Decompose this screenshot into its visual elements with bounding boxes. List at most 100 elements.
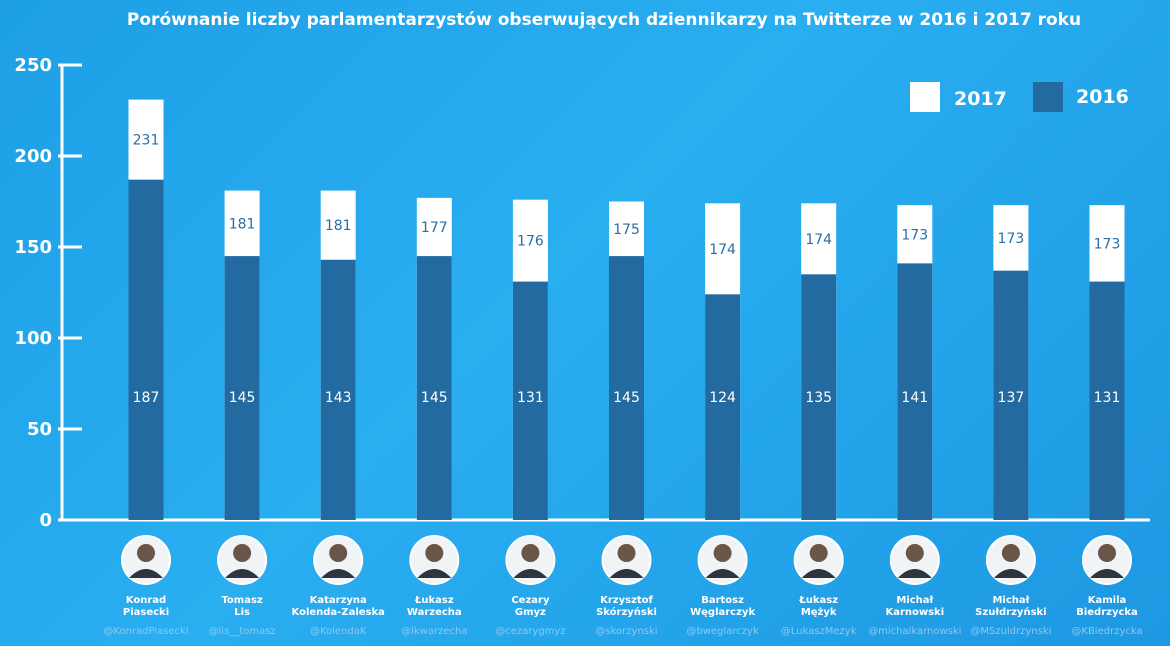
category-name-label: Katarzyna [310,595,367,606]
data-label-2017: 181 [229,216,256,232]
avatar-body [993,569,1028,578]
bar-2016 [1089,281,1125,520]
category-name-label: Cezary [511,595,550,606]
y-tick-label: 250 [14,55,52,76]
data-label-2016: 145 [229,390,256,406]
avatar-body [1090,569,1124,578]
y-tick-label: 0 [39,510,52,531]
category-handle-label: @lkwarzecha [401,626,467,637]
avatar-head [137,544,155,562]
data-label-2017: 176 [517,234,544,250]
y-tick-label: 150 [14,237,52,258]
bar-2016 [128,179,164,520]
data-label-2016: 131 [1094,390,1121,406]
legend-swatch-2016 [1033,82,1063,112]
y-tick-label: 200 [14,146,52,167]
category-name-label: Michał [896,595,933,606]
category-name-label: Karnowski [885,607,944,618]
bar-2016 [609,256,644,520]
data-label-2016: 187 [133,390,160,406]
chart-title: Porównanie liczby parlamentarzystów obse… [127,10,1081,30]
category-handle-label: @LukaszMezyk [781,626,857,637]
data-label-2017: 174 [709,242,736,258]
legend-swatch-2017 [910,82,940,112]
category-name-label: Michał [992,595,1029,606]
category-name-label: Konrad [126,595,166,606]
category-handle-label: @lis__tomasz [209,626,276,637]
legend-label-2017: 2017 [954,88,1007,110]
bar-2016 [705,294,741,520]
category-name-label: Warzecha [407,607,462,618]
bar-2016 [320,259,356,520]
category-name-label: Bartosz [701,595,744,606]
category-name-label: Lis [234,607,250,618]
category-handle-label: @MSzuldrzynski [970,626,1051,637]
avatar-body [321,569,356,578]
avatar-body [897,569,932,578]
data-label-2016: 143 [325,390,352,406]
legend-label-2016: 2016 [1076,86,1129,108]
avatar-head [1098,544,1116,562]
avatar-body [225,569,260,578]
avatar-head [713,544,732,562]
avatar-body [705,569,740,578]
data-label-2016: 135 [805,390,832,406]
avatar-body [417,569,452,578]
y-tick-label: 100 [14,328,52,349]
category-name-label: Tomasz [221,595,262,606]
avatar-head [617,544,636,562]
data-label-2017: 175 [613,222,640,238]
category-handle-label: @KolendaK [310,626,367,637]
bar-2016 [512,281,548,520]
avatar-body [513,569,548,578]
avatar-body [609,569,644,578]
bar-2016 [224,256,260,520]
category-name-label: Kolenda-Zaleska [292,607,385,618]
avatar-head [521,544,540,562]
category-handle-label: @skorzynski [595,626,657,637]
data-label-2017: 174 [805,232,832,248]
avatar-head [905,544,924,562]
bar-2016 [897,263,933,520]
data-label-2017: 173 [1094,236,1121,252]
avatar-head [1001,544,1020,562]
avatar-head [329,544,348,562]
category-name-label: Piasecki [123,607,169,618]
category-handle-label: @KBiedrzycka [1071,626,1142,637]
legend: 2017 2016 [910,82,1129,112]
category-handle-label: @KonradPiasecki [103,626,188,637]
data-label-2016: 124 [709,390,736,406]
bar-2016 [416,256,452,520]
avatar-head [425,544,444,562]
category-handle-label: @michalkarnowski [868,626,961,637]
data-label-2016: 141 [901,390,928,406]
data-label-2016: 137 [998,390,1025,406]
y-tick-label: 50 [27,419,52,440]
bar-2016 [993,270,1029,520]
data-label-2017: 173 [901,227,928,243]
data-label-2017: 231 [133,133,160,149]
avatar-head [809,544,828,562]
category-name-label: Szułdrzyński [975,606,1046,618]
data-label-2016: 145 [613,390,640,406]
category-handle-label: @cezarygmyz [495,626,565,637]
data-label-2016: 131 [517,390,544,406]
category-name-label: Skórzyński [596,606,657,618]
avatar-body [801,569,836,578]
category-handle-label: @bweglarczyk [686,626,758,637]
bar-2016 [801,274,837,520]
category-name-label: Łukasz [414,595,454,606]
category-name-label: Krzysztof [600,595,653,606]
category-person: KonradPiasecki @KonradPiasecki [103,535,189,637]
